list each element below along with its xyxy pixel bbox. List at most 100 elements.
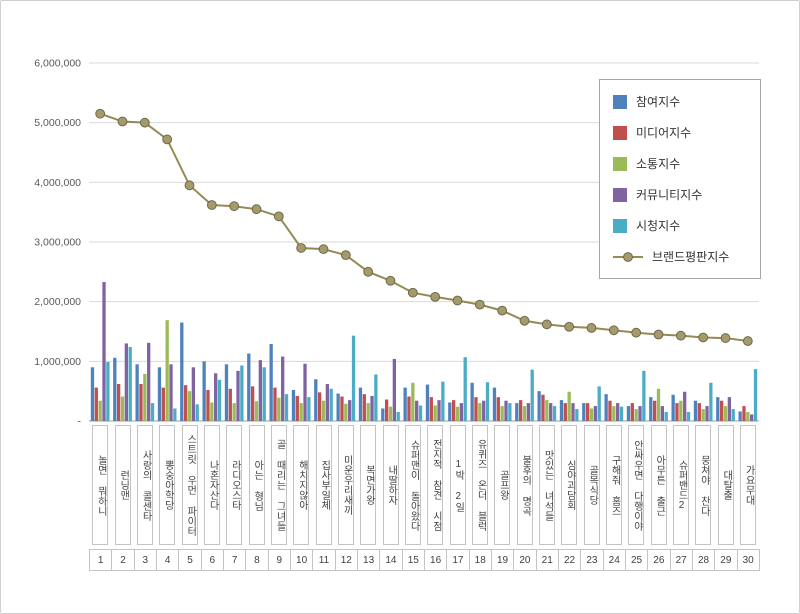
brand-index-marker <box>608 325 619 336</box>
bar-viewing <box>485 382 490 421</box>
bar-community <box>683 391 687 421</box>
bar-communication <box>701 409 705 421</box>
bar-communication <box>143 373 147 421</box>
bar-viewing <box>664 412 668 421</box>
brand-index-marker <box>206 200 217 210</box>
category-number-axis: 1 2 3 4 5 6 7 8 9 10 11 12 13 14 15 16 17 18 19 20 21 22 23 24 2… <box>89 549 760 571</box>
bar-media <box>429 397 433 421</box>
bar-media <box>251 386 255 421</box>
bar-media <box>563 403 567 421</box>
bar-viewing <box>396 412 400 421</box>
bar-media <box>496 397 500 421</box>
category-label: 골목식당 <box>583 425 600 545</box>
bar-participation <box>224 364 229 421</box>
bar-participation <box>693 400 698 421</box>
brand-index-marker <box>117 116 128 127</box>
bar-media <box>295 395 299 421</box>
brand-index-marker <box>184 180 195 191</box>
bar-viewing <box>731 409 735 421</box>
y-axis-label: 2,000,000 <box>34 296 81 308</box>
legend-entry-brand: 브랜드평판지수 <box>600 241 760 272</box>
bar-media <box>541 394 545 421</box>
bar-participation <box>135 364 139 421</box>
category-label: 맛있는 녀석들 <box>538 425 555 545</box>
brand-index-marker <box>95 108 106 119</box>
bar-community <box>191 367 195 421</box>
category-label: 슈퍼밴드2 <box>672 425 689 545</box>
bar-media <box>608 400 612 421</box>
legend-entry-community: 커뮤니티지수 <box>600 179 760 210</box>
bar-communication <box>746 412 750 421</box>
y-axis-label: - <box>78 416 82 428</box>
x-number-cell: 20 <box>514 550 537 570</box>
category-label: 가요무대 <box>739 425 756 545</box>
legend-color-swatch <box>613 125 627 140</box>
bar-communication <box>321 400 326 421</box>
bar-communication <box>254 401 259 421</box>
category-label: 전지적 참견 시점 <box>427 425 444 545</box>
x-number-cell: 17 <box>447 550 470 570</box>
bar-viewing <box>128 347 132 421</box>
legend-label: 커뮤니티지수 <box>636 188 703 202</box>
bar-participation <box>626 406 631 421</box>
bar-community <box>124 343 128 421</box>
bar-community <box>415 400 419 421</box>
y-axis-label: 4,000,000 <box>34 177 81 189</box>
bar-community <box>236 370 240 421</box>
brand-index-marker <box>162 134 173 145</box>
bar-viewing <box>150 403 155 421</box>
bar-community <box>437 400 441 421</box>
bar-communication <box>545 400 549 421</box>
x-number-cell: 29 <box>715 550 738 570</box>
brand-index-marker <box>430 291 441 302</box>
bar-participation <box>180 322 184 421</box>
bar-communication <box>656 388 661 421</box>
y-axis-label: 6,000,000 <box>34 58 81 70</box>
bar-communication <box>679 400 683 421</box>
category-label: 집사부일체 <box>315 425 332 545</box>
x-number-cell: 13 <box>358 550 381 570</box>
bar-communication <box>411 382 415 421</box>
bar-viewing <box>441 381 445 421</box>
category-label: 놀면 뭐하니 <box>92 425 109 545</box>
bar-participation <box>470 382 474 421</box>
bar-participation <box>247 353 251 421</box>
legend-entry-participation: 참여지수 <box>600 86 760 117</box>
legend: 참여지수 미디어지수 소통지수 커뮤니티지수 시청지수 브랜드평판지수 <box>599 79 761 279</box>
category-label: 슈퍼맨이 돌아왔다 <box>404 425 421 545</box>
bar-communication <box>187 391 192 421</box>
bar-viewing <box>753 369 758 421</box>
legend-label: 참여지수 <box>636 95 681 109</box>
brand-index-marker <box>631 327 642 338</box>
bar-media <box>519 400 523 421</box>
category-label: 뽕숭아학당 <box>159 425 176 545</box>
bar-communication <box>567 391 571 421</box>
x-number-cell: 19 <box>492 550 515 570</box>
bar-communication <box>366 403 370 421</box>
bar-community <box>727 397 731 421</box>
category-label: 사랑의 콜센타 <box>136 425 153 545</box>
bar-communication <box>433 405 437 421</box>
bar-communication <box>210 402 214 421</box>
bar-media <box>630 403 634 421</box>
x-number-cell: 18 <box>470 550 492 570</box>
brand-index-marker <box>229 201 240 212</box>
bar-participation <box>358 387 363 421</box>
bar-communication <box>344 403 348 421</box>
brand-index-marker <box>742 336 753 346</box>
bar-communication <box>723 406 728 421</box>
category-label: 아무튼 출근 <box>650 425 667 545</box>
bar-participation <box>649 397 653 421</box>
bar-media <box>161 387 165 421</box>
bar-media <box>362 394 366 421</box>
bar-viewing <box>508 403 512 421</box>
bar-media <box>139 384 143 421</box>
bar-participation <box>559 400 564 421</box>
category-label: 복면가왕 <box>360 425 377 545</box>
bar-communication <box>522 406 527 421</box>
x-number-cell: 4 <box>157 550 180 570</box>
bar-community <box>616 403 620 421</box>
bar-community <box>459 403 463 421</box>
x-number-cell: 22 <box>559 550 582 570</box>
